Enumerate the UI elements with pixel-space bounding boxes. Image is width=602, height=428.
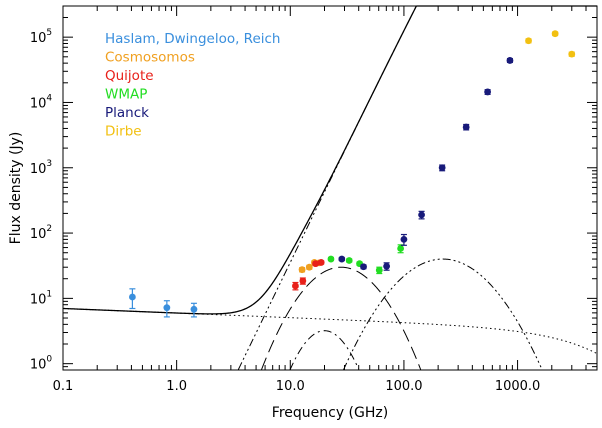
data-point <box>163 304 171 312</box>
data-point <box>327 255 335 263</box>
legend-entry: Cosmosomos <box>105 50 195 66</box>
data-point <box>551 30 559 38</box>
data-point <box>312 260 319 268</box>
x-tick-label: 10.0 <box>276 379 305 394</box>
data-point <box>438 164 446 172</box>
data-point <box>397 245 405 252</box>
plot-frame-group <box>62 5 598 371</box>
model-curve-anomalous-microwave-emission-2 <box>289 330 359 371</box>
data-point <box>525 37 532 45</box>
model-curve-anomalous-microwave-emission-1 <box>261 266 422 371</box>
data-point <box>506 57 514 64</box>
y-tick-label: 101 <box>30 289 52 307</box>
legend-entry: Quijote <box>105 68 154 84</box>
data-point <box>345 257 353 264</box>
data-point <box>305 263 313 271</box>
data-point <box>360 263 367 271</box>
data-points-group <box>128 30 576 318</box>
legend-entry: Dirbe <box>105 124 142 140</box>
data-point <box>462 123 470 131</box>
data-point <box>338 255 346 263</box>
data-point <box>317 259 325 266</box>
data-point <box>400 235 408 243</box>
plot-frame <box>62 5 598 371</box>
legend: Haslam, Dwingeloo, Reich Cosmosomos Quijot… <box>105 31 281 140</box>
data-point <box>383 262 391 270</box>
x-tick-label: 100.0 <box>385 379 422 394</box>
data-point <box>484 88 492 96</box>
y-tick-label: 100 <box>30 355 53 373</box>
legend-entry: WMAP <box>105 87 147 103</box>
y-tick-label: 102 <box>30 224 52 242</box>
data-point <box>418 211 425 219</box>
model-curve-free-free <box>342 258 543 371</box>
x-axis-title: Frequency (GHz) <box>272 405 388 421</box>
x-tick-label: 1.0 <box>166 379 187 394</box>
model-curve-synchrotron <box>62 307 598 355</box>
x-tick-label: 0.1 <box>53 379 74 394</box>
legend-entry: Haslam, Dwingeloo, Reich <box>105 31 281 47</box>
y-axis-title: Flux density (Jy) <box>8 132 24 245</box>
data-point <box>128 293 136 301</box>
x-tick-label: 1000.0 <box>495 379 541 394</box>
data-point <box>298 266 306 274</box>
y-tick-label: 105 <box>30 28 52 46</box>
model-curve-thermal-dust <box>237 5 597 370</box>
data-point <box>299 277 307 285</box>
y-tick-label: 103 <box>30 159 52 177</box>
data-point <box>375 266 383 274</box>
axes-group: 0.1 1.0 10.0 100.0 1000.0 100 101 102 103 104 105 <box>30 5 598 394</box>
data-point <box>568 50 576 58</box>
y-tick-label: 104 <box>30 93 53 111</box>
data-point <box>292 282 299 290</box>
model-curves-group <box>62 5 598 371</box>
data-point <box>190 305 198 313</box>
legend-entry: Planck <box>105 105 149 121</box>
